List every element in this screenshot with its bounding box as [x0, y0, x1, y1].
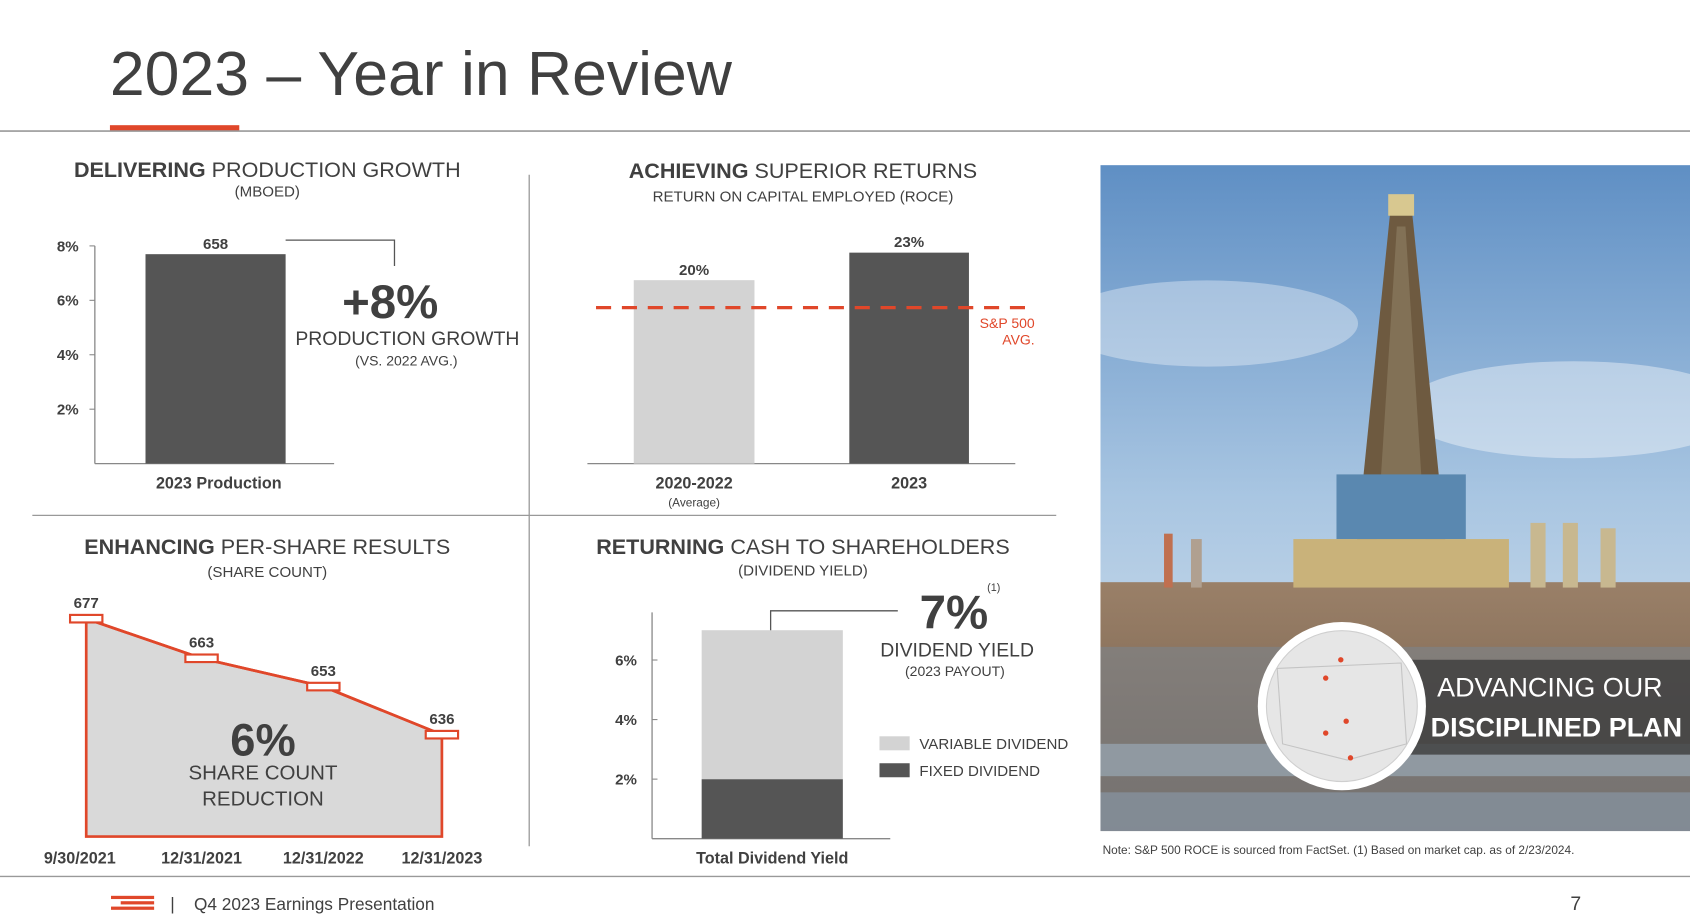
y-tick-label: 2%: [615, 772, 637, 789]
bar: [633, 280, 755, 464]
value-label: 20%: [679, 262, 710, 279]
point-marker: [68, 613, 104, 624]
slide-title: 2023 – Year in Review: [110, 39, 733, 109]
chart-title-rest: PER-SHARE RESULTS: [221, 534, 450, 559]
chart-title-rest: SUPERIOR RETURNS: [754, 158, 977, 183]
chart-title-bold: DELIVERING: [74, 157, 206, 182]
annotation-value: +8%: [342, 276, 438, 329]
value-label: 658: [203, 236, 228, 253]
connector: [769, 610, 898, 631]
bar: [849, 252, 969, 464]
bar-segment: [701, 630, 843, 780]
point-marker: [424, 729, 460, 740]
banner-line: DISCIPLINED PLAN: [1431, 712, 1682, 742]
bar-segment: [701, 779, 843, 839]
x-tick-label: Total Dividend Yield: [696, 849, 848, 867]
chart-title-rest: PRODUCTION GROWTH: [212, 157, 461, 182]
chart-title-rest: CASH TO SHAREHOLDERS: [730, 534, 1009, 559]
annotation-note: (2023 PAYOUT): [905, 663, 1005, 679]
y-tick-label: 8%: [57, 238, 79, 255]
chart-subtitle: RETURN ON CAPITAL EMPLOYED (ROCE): [653, 189, 954, 206]
chart-title: DELIVERING PRODUCTION GROWTH: [74, 157, 461, 182]
title-accent: [109, 125, 240, 131]
page-number: 7: [1570, 893, 1581, 915]
y-tick-label: 6%: [615, 652, 637, 669]
annotation-label: SHARE COUNT: [188, 761, 337, 784]
point-marker: [306, 681, 341, 692]
chart-title: ENHANCING PER-SHARE RESULTS: [84, 534, 450, 559]
footer-logo: [111, 895, 155, 910]
annotation-value: 6%: [230, 715, 295, 766]
photo: [1100, 165, 1690, 832]
y-tick-label: 4%: [615, 712, 637, 729]
chart-subtitle: (SHARE COUNT): [207, 564, 327, 581]
y-tick-label: 4%: [57, 347, 79, 364]
reference-label: S&P 500: [980, 315, 1035, 331]
annotation-note: (VS. 2022 AVG.): [355, 353, 457, 369]
annotation-value: 7%: [920, 587, 989, 640]
chart-title-bold: RETURNING: [596, 534, 724, 559]
chart-title-bold: ACHIEVING: [629, 158, 749, 183]
line: [85, 617, 443, 736]
value-label: 653: [311, 663, 336, 680]
reference-label: AVG.: [1002, 331, 1034, 347]
point-marker: [184, 653, 219, 664]
x-tick-label: 2020-2022: [655, 474, 732, 492]
connector: [285, 239, 396, 267]
value-label: 663: [189, 635, 214, 652]
chart-title: ACHIEVING SUPERIOR RETURNS: [629, 158, 977, 183]
value-label: 23%: [894, 234, 925, 251]
value-label: 636: [429, 711, 454, 728]
y-tick-label: 6%: [57, 293, 79, 310]
annotation-label: PRODUCTION GROWTH: [295, 328, 519, 350]
bar: [145, 254, 286, 464]
x-tick-sublabel: (Average): [668, 496, 720, 510]
legend-swatch: [879, 763, 910, 778]
x-tick-label: 2023: [891, 474, 927, 492]
value-label: 677: [74, 595, 99, 612]
chart-title-bold: ENHANCING: [84, 534, 214, 559]
x-tick-label: 9/30/2021: [44, 849, 116, 867]
chart-title: RETURNING CASH TO SHAREHOLDERS: [596, 534, 1009, 559]
chart-subtitle: (MBOED): [235, 183, 300, 200]
y-tick-label: 2%: [57, 402, 79, 419]
chart-subtitle: (DIVIDEND YIELD): [738, 563, 868, 580]
footer-text: Q4 2023 Earnings Presentation: [194, 894, 434, 914]
annotation-label: REDUCTION: [202, 787, 324, 810]
annotation-footnote: (1): [987, 582, 1000, 594]
x-tick-label: 2023 Production: [156, 474, 282, 492]
x-tick-label: 12/31/2022: [283, 849, 364, 867]
banner-line: ADVANCING OUR: [1437, 672, 1663, 702]
x-tick-label: 12/31/2021: [161, 849, 242, 867]
legend-label: VARIABLE DIVIDEND: [919, 736, 1068, 753]
annotation-label: DIVIDEND YIELD: [880, 640, 1034, 662]
x-tick-label: 12/31/2023: [401, 849, 482, 867]
footer-separator: |: [170, 894, 174, 914]
legend-swatch: [879, 736, 910, 751]
legend-label: FIXED DIVIDEND: [919, 763, 1040, 780]
note: Note: S&P 500 ROCE is sourced from FactS…: [1103, 843, 1575, 857]
